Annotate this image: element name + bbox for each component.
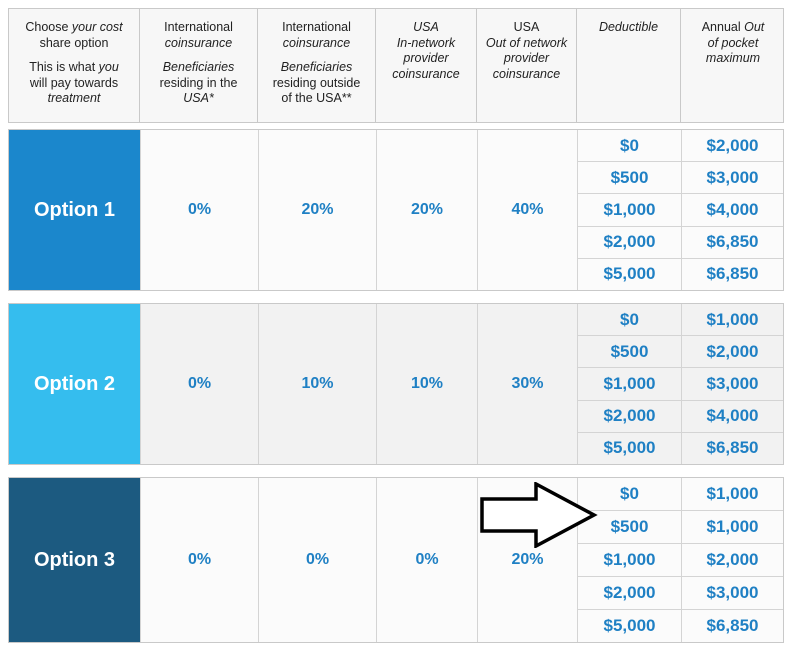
deductible-value: $2,000 — [578, 227, 681, 259]
option-1-row: Option 1 0% 20% 20% 40% $0 $500 $1,000 $2,000 $5,… — [8, 129, 784, 291]
header-intl-outside: International coinsurance Beneficiaries … — [258, 9, 376, 122]
deductible-value: $0 — [578, 130, 681, 163]
oop-max-value: $3,000 — [682, 577, 783, 610]
oop-max-value: $6,850 — [682, 227, 783, 259]
header-text: Annual — [701, 20, 745, 34]
option-label: Option 1 — [9, 130, 140, 290]
header-text: coinsurance — [164, 35, 233, 50]
deductible-value: $5,000 — [603, 616, 656, 635]
header-text: Out of network — [485, 35, 568, 50]
deductible-value: $500 — [578, 511, 681, 544]
oop-max-value: $3,000 — [682, 368, 783, 401]
oop-max-list: $2,000 $3,000 $4,000 $6,850 $6,850 — [681, 130, 783, 290]
deductible-value: $1,000 — [578, 368, 681, 401]
option-2-row: Option 2 0% 10% 10% 30% $0 $500 $1,000 $2,000 $5,… — [8, 303, 784, 465]
header-text: share option — [39, 35, 109, 50]
oop-max-value: $1,000 — [682, 478, 783, 511]
oop-max-value: $6,850 — [706, 264, 759, 284]
intl-outside-coinsurance: 20% — [258, 130, 376, 290]
header-text: In-network — [396, 35, 456, 50]
intl-usa-coinsurance: 0% — [140, 478, 258, 642]
header-text: USA* — [183, 91, 214, 105]
usa-in-network-coinsurance: 0% — [376, 478, 477, 642]
header-text: Deductible — [598, 20, 659, 34]
oop-max-list: $1,000 $1,000 $2,000 $3,000 $6,850 — [681, 478, 783, 642]
usa-out-network-coinsurance: 30% — [477, 304, 577, 464]
intl-outside-coinsurance: 0% — [258, 478, 376, 642]
option-label: Option 2 — [9, 304, 140, 464]
deductible-value: $500 — [578, 162, 681, 195]
header-text: provider — [503, 51, 550, 65]
oop-max-value: $3,000 — [682, 162, 783, 195]
option-label: Option 3 — [9, 478, 140, 642]
header-usa-in-network: USA In-network provider coinsurance — [376, 9, 477, 122]
header-text: Choose — [25, 20, 72, 34]
header-text: residing outside — [272, 75, 361, 90]
header-text: Beneficiaries — [280, 60, 353, 74]
header-row: Choose your cost share option This is wh… — [8, 8, 784, 123]
header-text: Beneficiaries — [162, 60, 235, 74]
header-text: coinsurance — [492, 66, 561, 81]
oop-max-list: $1,000 $2,000 $3,000 $4,000 $6,850 — [681, 304, 783, 464]
header-text: of the USA** — [281, 91, 352, 105]
header-text: will pay towards — [29, 75, 119, 90]
header-text: International — [164, 20, 233, 34]
header-text: This is what — [29, 60, 99, 74]
oop-max-value: $1,000 — [682, 511, 783, 544]
header-text: residing in the — [159, 75, 238, 90]
header-text: USA — [513, 20, 540, 34]
deductible-value: $2,000 — [578, 401, 681, 433]
usa-in-network-coinsurance: 10% — [376, 304, 477, 464]
oop-max-value: $2,000 — [682, 336, 783, 369]
oop-max-value: $4,000 — [682, 401, 783, 433]
intl-usa-coinsurance: 0% — [140, 130, 258, 290]
deductible-list: $0 $500 $1,000 $2,000 $5,000 — [577, 478, 681, 642]
header-text: provider — [403, 51, 449, 65]
deductible-value: $500 — [578, 336, 681, 369]
deductible-value: $1,000 — [578, 544, 681, 577]
oop-max-value: $1,000 — [682, 304, 783, 337]
oop-max-value: $2,000 — [682, 130, 783, 163]
usa-in-network-coinsurance: 20% — [376, 130, 477, 290]
intl-outside-coinsurance: 10% — [258, 304, 376, 464]
oop-max-value: $4,000 — [682, 194, 783, 227]
header-text: USA — [413, 20, 439, 34]
header-oop-max: Annual Out of pocket maximum — [681, 9, 785, 122]
oop-max-value: $6,850 — [706, 438, 759, 458]
header-text: your cost — [71, 20, 123, 34]
header-text: maximum — [705, 51, 761, 65]
intl-usa-coinsurance: 0% — [140, 304, 258, 464]
header-text: coinsurance — [282, 35, 351, 50]
usa-out-network-coinsurance: 20% — [477, 478, 577, 642]
header-text: treatment — [47, 91, 101, 105]
header-usa-out-network: USA Out of network provider coinsurance — [477, 9, 577, 122]
oop-max-value: $2,000 — [682, 544, 783, 577]
header-text: coinsurance — [392, 66, 460, 81]
deductible-value: $0 — [578, 478, 681, 511]
oop-max-value: $6,850 — [706, 616, 759, 635]
header-intl-usa: International coinsurance Beneficiaries … — [140, 9, 258, 122]
deductible-value: $5,000 — [603, 438, 656, 458]
usa-out-network-coinsurance: 40% — [477, 130, 577, 290]
right-arrow-icon — [480, 482, 598, 548]
deductible-value: $2,000 — [578, 577, 681, 610]
header-text: of pocket — [707, 35, 759, 50]
deductible-value: $5,000 — [603, 264, 656, 284]
header-text: International — [282, 20, 351, 34]
deductible-list: $0 $500 $1,000 $2,000 $5,000 — [577, 130, 681, 290]
header-cost-share: Choose your cost share option This is wh… — [9, 9, 140, 122]
deductible-value: $0 — [578, 304, 681, 337]
header-text: Out — [744, 20, 765, 34]
header-text: you — [98, 60, 119, 74]
header-deductible: Deductible — [577, 9, 681, 122]
deductible-list: $0 $500 $1,000 $2,000 $5,000 — [577, 304, 681, 464]
deductible-value: $1,000 — [578, 194, 681, 227]
option-3-row: Option 3 0% 0% 0% 20% $0 $500 $1,000 $2,000 $5,00… — [8, 477, 784, 643]
